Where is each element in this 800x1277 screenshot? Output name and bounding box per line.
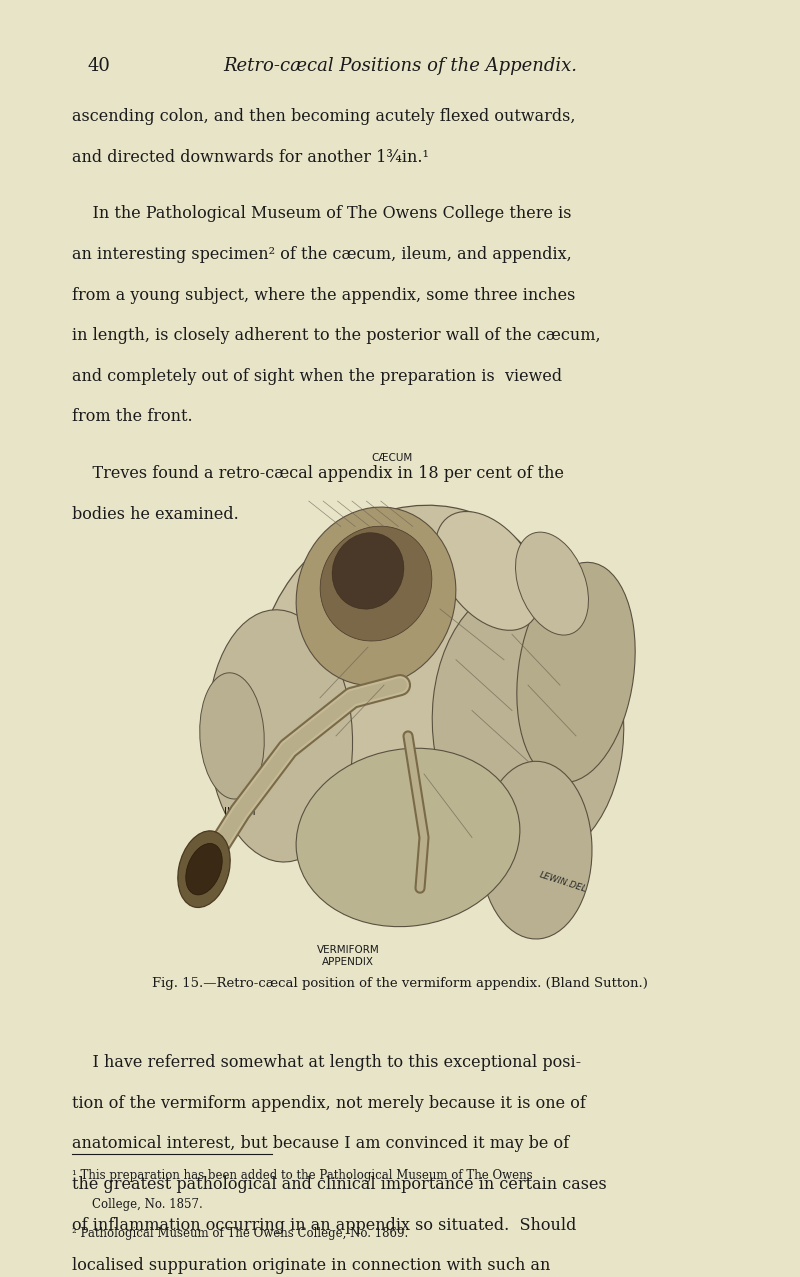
Ellipse shape	[432, 584, 624, 863]
Ellipse shape	[480, 761, 592, 939]
Ellipse shape	[207, 610, 353, 862]
Ellipse shape	[517, 562, 635, 783]
Text: ascending colon, and then becoming acutely flexed outwards,: ascending colon, and then becoming acute…	[72, 107, 575, 125]
Text: in length, is closely adherent to the posterior wall of the cæcum,: in length, is closely adherent to the po…	[72, 327, 601, 345]
Text: an interesting specimen² of the cæcum, ileum, and appendix,: an interesting specimen² of the cæcum, i…	[72, 246, 572, 263]
Text: Retro-cæcal Positions of the Appendix.: Retro-cæcal Positions of the Appendix.	[223, 57, 577, 75]
Text: I have referred somewhat at length to this exceptional posi-: I have referred somewhat at length to th…	[72, 1055, 581, 1071]
Text: ¹ This preparation has been added to the Pathological Museum of The Owens: ¹ This preparation has been added to the…	[72, 1168, 533, 1183]
Text: ² Pathological Museum of The Owens College, No. 1869.: ² Pathological Museum of The Owens Colle…	[72, 1227, 408, 1240]
Ellipse shape	[296, 507, 456, 686]
Text: of inflammation occurring in an appendix so situated.  Should: of inflammation occurring in an appendix…	[72, 1217, 576, 1234]
Text: VERMIFORM
APPENDIX: VERMIFORM APPENDIX	[317, 945, 379, 967]
Text: Treves found a retro-cæcal appendix in 18 per cent of the: Treves found a retro-cæcal appendix in 1…	[72, 465, 564, 483]
Ellipse shape	[200, 673, 264, 799]
Text: CÆCUM: CÆCUM	[371, 453, 413, 464]
Text: Fig. 15.—Retro-cæcal position of the vermiform appendix. (Bland Sutton.): Fig. 15.—Retro-cæcal position of the ver…	[152, 977, 648, 990]
Text: tion of the vermiform appendix, not merely because it is one of: tion of the vermiform appendix, not mere…	[72, 1094, 586, 1112]
Text: LEWIN.DEL: LEWIN.DEL	[538, 871, 588, 895]
Text: localised suppuration originate in connection with such an: localised suppuration originate in conne…	[72, 1258, 550, 1274]
Text: from a young subject, where the appendix, some three inches: from a young subject, where the appendix…	[72, 286, 575, 304]
Text: In the Pathological Museum of The Owens College there is: In the Pathological Museum of The Owens …	[72, 206, 571, 222]
Ellipse shape	[296, 748, 520, 927]
Ellipse shape	[178, 831, 230, 908]
Ellipse shape	[435, 512, 541, 631]
Text: anatomical interest, but because I am convinced it may be of: anatomical interest, but because I am co…	[72, 1135, 569, 1152]
Ellipse shape	[320, 526, 432, 641]
Ellipse shape	[515, 533, 589, 635]
Ellipse shape	[186, 843, 222, 895]
Text: bodies he examined.: bodies he examined.	[72, 506, 238, 522]
Text: the greatest pathological and clinical importance in certain cases: the greatest pathological and clinical i…	[72, 1176, 606, 1193]
Text: from the front.: from the front.	[72, 409, 193, 425]
Ellipse shape	[332, 533, 404, 609]
Text: College, No. 1857.: College, No. 1857.	[92, 1198, 202, 1211]
Text: 40: 40	[88, 57, 111, 75]
Ellipse shape	[257, 506, 559, 815]
Text: and directed downwards for another 1¾in.¹: and directed downwards for another 1¾in.…	[72, 148, 429, 166]
Text: ILEUM: ILEUM	[224, 807, 256, 817]
Text: and completely out of sight when the preparation is  viewed: and completely out of sight when the pre…	[72, 368, 562, 384]
